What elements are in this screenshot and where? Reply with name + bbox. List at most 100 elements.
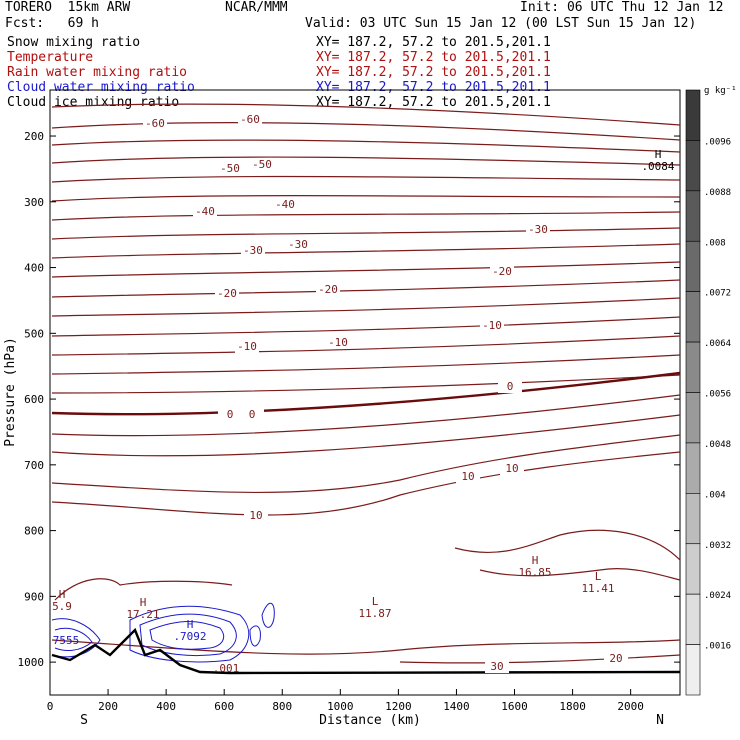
- colorbar-tick-label: .0096: [704, 137, 731, 147]
- contour-label: -40: [275, 198, 295, 211]
- x-tick-label: 200: [98, 700, 118, 713]
- contour-label: -30: [243, 244, 263, 257]
- contour-label: -10: [237, 340, 257, 353]
- colorbar-swatch: [685, 140, 701, 192]
- contour-label-bg: [244, 510, 268, 522]
- colorbar: .0096 .0088 .008 .0072 .0064 .0056 .0048 .004 .0…: [685, 89, 731, 696]
- contour-label-bg: [500, 463, 524, 475]
- extremum-value: 17.21: [126, 608, 159, 621]
- contour-label: -50: [220, 162, 240, 175]
- extremum-type: H: [655, 148, 662, 161]
- extremum-value: 7555: [53, 634, 80, 647]
- contour-label: -20: [318, 283, 338, 296]
- contour-label: -50: [252, 158, 272, 171]
- x-tick-label: 400: [156, 700, 176, 713]
- colorbar-swatch: [685, 644, 701, 696]
- field-cloud-ice: Cloud ice mixing ratio: [7, 95, 180, 110]
- colorbar-swatch: [685, 593, 701, 645]
- x-tick-label: 1600: [501, 700, 528, 713]
- contour-label: -40: [195, 205, 215, 218]
- contour-label: -30: [288, 238, 308, 251]
- extremum-type: H: [187, 618, 194, 631]
- plot-frame: [49, 89, 681, 696]
- contour-label-bg: [490, 266, 514, 278]
- x-tick-label: 1800: [559, 700, 586, 713]
- field-rain-xy: XY= 187.2, 57.2 to 201.5,201.1: [316, 65, 551, 80]
- contour-label-bg: [498, 381, 522, 393]
- y-tick-label: 300: [24, 196, 44, 209]
- x-axis-title: Distance (km): [319, 713, 421, 728]
- forecast-hour: Fcst: 69 h: [5, 16, 99, 31]
- south-label: S: [80, 713, 88, 728]
- colorbar-swatch: [685, 240, 701, 292]
- contour-label-bg: [215, 288, 239, 300]
- contour-label-bg: [193, 206, 217, 218]
- contour-label: 30: [490, 660, 503, 673]
- terrain-line: [51, 627, 681, 675]
- contour-label-bg: [526, 224, 550, 236]
- extremum-value: 11.41: [581, 582, 614, 595]
- field-cloud-water: Cloud water mixing ratio: [7, 80, 195, 95]
- extremum-type: H: [532, 554, 539, 567]
- contour-label: -10: [482, 319, 502, 332]
- field-rain: Rain water mixing ratio: [7, 65, 188, 80]
- extremum-value: .7092: [173, 630, 206, 643]
- contour-label: 0: [507, 380, 514, 393]
- contour-label: 10: [461, 470, 474, 483]
- colorbar-swatch: [685, 442, 701, 494]
- x-tick-label: 1000: [327, 700, 354, 713]
- colorbar-swatch: [685, 493, 701, 545]
- extremum-type: H: [140, 596, 147, 609]
- init-time: Init: 06 UTC Thu 12 Jan 12: [520, 0, 724, 15]
- y-tick-label: 700: [24, 459, 44, 472]
- contour-label-bg: [316, 284, 340, 296]
- contour-label-bg: [273, 199, 297, 211]
- contour-label-bg: [604, 653, 628, 665]
- colorbar-tick-label: .0088: [704, 188, 731, 198]
- colorbar-swatch: [685, 190, 701, 242]
- y-tick-label: 500: [24, 327, 44, 340]
- y-axis-title: Pressure (hPa): [3, 337, 18, 447]
- north-label: N: [656, 713, 664, 728]
- extremum-value: 11.87: [358, 607, 391, 620]
- temperature-contours: [51, 103, 681, 664]
- y-tick-label: 600: [24, 393, 44, 406]
- colorbar-tick-label: .0072: [704, 289, 731, 299]
- extremum-type: H: [59, 588, 66, 601]
- contour-label: 0: [227, 408, 234, 421]
- contour-label-bg: [235, 341, 259, 353]
- contour-label-bg: [456, 471, 480, 483]
- colorbar-swatch: [685, 341, 701, 393]
- field-temperature: Temperature: [7, 50, 94, 65]
- contour-label-bg: [240, 409, 264, 421]
- cloud-water-contours: [51, 602, 275, 663]
- contour-label: -60: [240, 113, 260, 126]
- contour-label: 20: [609, 652, 622, 665]
- contour-label-bg: [485, 661, 509, 673]
- y-tick-label: 1000: [18, 656, 45, 669]
- colorbar-tick-label: .0056: [704, 390, 731, 400]
- colorbar-tick-label: .0016: [704, 642, 731, 652]
- y-tick-label: 200: [24, 130, 44, 143]
- colorbar-swatch: [685, 89, 701, 141]
- contour-label: -10: [328, 336, 348, 349]
- x-tick-label: 1400: [443, 700, 470, 713]
- x-tick-label: 800: [272, 700, 292, 713]
- field-snow-xy: XY= 187.2, 57.2 to 201.5,201.1: [316, 35, 551, 50]
- x-tick-label: 600: [214, 700, 234, 713]
- colorbar-tick-label: .0048: [704, 440, 731, 450]
- field-temperature-xy: XY= 187.2, 57.2 to 201.5,201.1: [316, 50, 551, 65]
- colorbar-unit: g kg⁻¹: [704, 86, 737, 96]
- field-snow: Snow mixing ratio: [7, 35, 141, 50]
- contour-label: -20: [492, 265, 512, 278]
- colorbar-swatch: [685, 543, 701, 595]
- field-cloud-ice-xy: XY= 187.2, 57.2 to 201.5,201.1: [316, 95, 551, 110]
- extremum-type: L: [372, 595, 379, 608]
- org-title: NCAR/MMM: [225, 0, 288, 15]
- x-tick-label: 2000: [617, 700, 644, 713]
- contour-label-bg: [326, 337, 350, 349]
- model-title: TORERO 15km ARW: [5, 0, 131, 15]
- y-tick-label: 400: [24, 262, 44, 275]
